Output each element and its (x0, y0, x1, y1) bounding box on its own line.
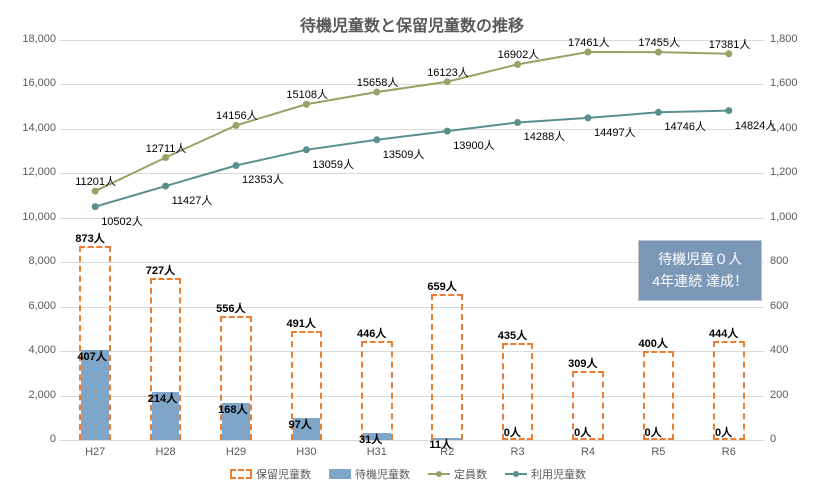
y-left-tick-label: 4,000 (28, 344, 56, 356)
data-label-horyu: 444人 (709, 325, 738, 341)
y-left-tick-label: 16,000 (22, 77, 56, 89)
data-label-line: 15658人 (357, 74, 399, 90)
x-tick-label: H31 (342, 446, 412, 458)
data-label-taiki: 97人 (289, 416, 312, 432)
data-label-horyu: 446人 (357, 325, 386, 341)
data-label-line: 14746人 (664, 118, 706, 134)
legend-item-teiin: 定員数 (428, 466, 487, 482)
legend-label: 待機児童数 (355, 466, 410, 482)
legend-item-horyu: 保留児童数 (230, 466, 311, 482)
data-label-line: 13059人 (312, 156, 354, 172)
y-left-tick-label: 6,000 (28, 300, 56, 312)
y-left-tick-label: 10,000 (22, 211, 56, 223)
legend-label: 利用児童数 (531, 466, 586, 482)
gridline (60, 440, 764, 441)
data-label-line: 16902人 (498, 46, 540, 62)
data-label-taiki: 0人 (715, 424, 732, 440)
chart-legend: 保留児童数 待機児童数 定員数 利用児童数 (230, 466, 586, 482)
legend-label: 保留児童数 (256, 466, 311, 482)
chart-title: 待機児童数と保留児童数の推移 (0, 12, 824, 36)
y-left-tick-label: 18,000 (22, 33, 56, 45)
x-tick-label: R2 (412, 446, 482, 458)
data-label-taiki: 0人 (645, 424, 662, 440)
data-label-horyu: 435人 (498, 327, 527, 343)
gridline (60, 84, 764, 85)
data-label-taiki: 407人 (77, 348, 106, 364)
gridline (60, 218, 764, 219)
legend-item-taiki: 待機児童数 (329, 466, 410, 482)
data-label-line: 12711人 (146, 140, 187, 156)
data-label-horyu: 491人 (287, 315, 316, 331)
x-tick-label: H27 (60, 446, 130, 458)
x-tick-label: H29 (201, 446, 271, 458)
gridline (60, 129, 764, 130)
y-right-tick-label: 1,000 (770, 211, 798, 223)
data-label-line: 14156人 (216, 107, 258, 123)
callout-box: 待機児童０人 4年連続 達成！ (638, 240, 762, 301)
x-tick-label: H30 (271, 446, 341, 458)
data-label-horyu: 400人 (639, 335, 668, 351)
data-label-line: 17455人 (638, 34, 680, 50)
bar-horyu (361, 341, 393, 440)
data-label-horyu: 727人 (146, 262, 175, 278)
y-left-tick-label: 12,000 (22, 166, 56, 178)
data-label-line: 13509人 (383, 146, 425, 162)
data-label-horyu: 556人 (216, 300, 245, 316)
data-label-line: 14497人 (594, 124, 636, 140)
data-label-taiki: 214人 (148, 390, 177, 406)
data-label-line: 16123人 (427, 64, 469, 80)
data-label-line: 12353人 (242, 171, 284, 187)
data-label-line: 17461人 (568, 34, 610, 50)
data-label-line: 13900人 (453, 137, 495, 153)
y-right-tick-label: 600 (770, 300, 788, 312)
y-right-tick-label: 1,200 (770, 166, 798, 178)
callout-line1: 待機児童０人 (652, 248, 748, 270)
data-label-line: 11201人 (75, 173, 116, 189)
callout-line2: 4年連続 達成！ (652, 270, 748, 292)
y-left-tick-label: 8,000 (28, 255, 56, 267)
x-tick-label: R5 (623, 446, 693, 458)
data-label-horyu: 873人 (75, 230, 104, 246)
y-right-tick-label: 1,400 (770, 122, 798, 134)
data-label-horyu: 659人 (427, 278, 456, 294)
y-right-tick-label: 0 (770, 433, 776, 445)
data-label-line: 17381人 (709, 36, 751, 52)
y-right-tick-label: 200 (770, 389, 788, 401)
data-label-taiki: 168人 (218, 401, 247, 417)
data-label-taiki: 0人 (504, 424, 521, 440)
y-left-tick-label: 2,000 (28, 389, 56, 401)
bar-horyu (431, 294, 463, 440)
y-right-tick-label: 1,600 (770, 77, 798, 89)
data-label-line: 15108人 (286, 86, 328, 102)
y-left-tick-label: 14,000 (22, 122, 56, 134)
gridline (60, 173, 764, 174)
y-right-tick-label: 800 (770, 255, 788, 267)
y-right-tick-label: 1,800 (770, 33, 798, 45)
chart-container: 待機児童数と保留児童数の推移 873人 727人 556人 491人 446人 659人 4… (0, 0, 824, 500)
y-right-tick-label: 400 (770, 344, 788, 356)
x-tick-label: R4 (553, 446, 623, 458)
data-label-line: 10502人 (101, 213, 143, 229)
y-left-tick-label: 0 (50, 433, 56, 445)
legend-label: 定員数 (454, 466, 487, 482)
data-label-taiki: 0人 (574, 424, 591, 440)
x-tick-label: R6 (694, 446, 764, 458)
x-tick-label: R3 (482, 446, 552, 458)
x-tick-label: H28 (130, 446, 200, 458)
data-label-horyu: 309人 (568, 355, 597, 371)
data-label-line: 14288人 (524, 128, 566, 144)
data-label-taiki: 31人 (359, 431, 382, 447)
data-label-line: 11427人 (172, 192, 213, 208)
legend-item-riyou: 利用児童数 (505, 466, 586, 482)
